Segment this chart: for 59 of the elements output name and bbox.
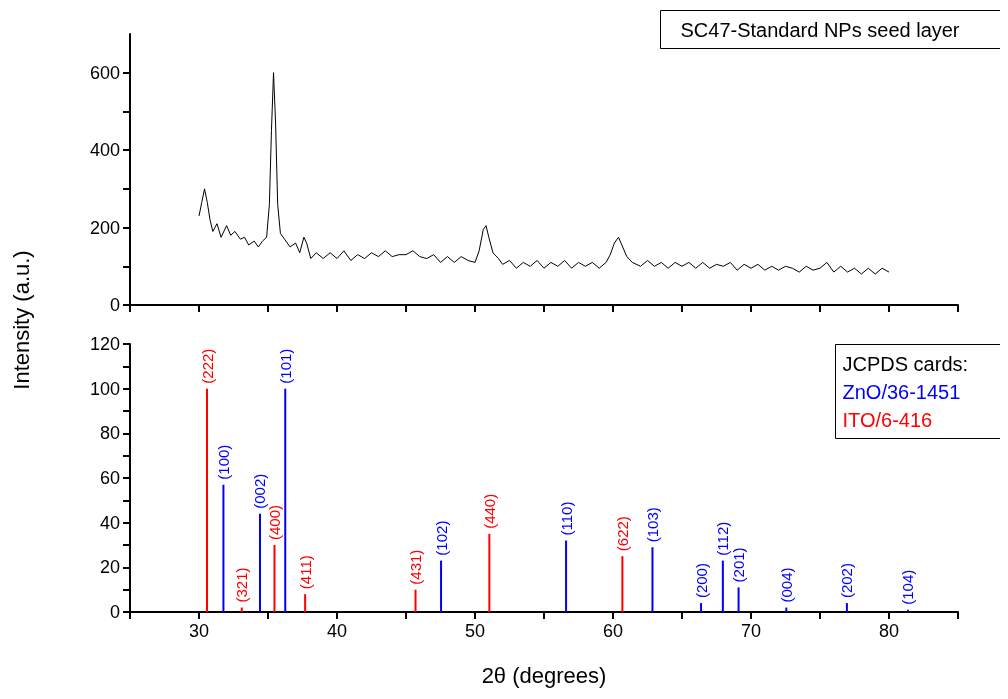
annotation: (101): [276, 348, 294, 384]
bar: [206, 388, 208, 612]
bar: [845, 603, 848, 612]
y-tick-label: 60: [99, 468, 120, 488]
annotation: (440): [480, 493, 498, 529]
x-tick-label: 50: [464, 621, 486, 641]
annotation: (222): [198, 348, 216, 384]
bar: [259, 513, 261, 612]
x-tick-label: 30: [188, 621, 210, 641]
annotation: (100): [214, 444, 232, 480]
legend-title: JCPDS cards:: [842, 352, 969, 375]
text: ZnO/36-1451: [842, 380, 961, 403]
bar: [737, 587, 740, 612]
annotation: (622): [613, 516, 631, 552]
bar: [222, 484, 225, 612]
bar: [621, 556, 624, 612]
bar: [273, 545, 276, 612]
text: ITO/6-416: [842, 408, 933, 431]
y-tick-label: 40: [99, 512, 120, 533]
text: SC47-Standard NPs seed layer: [680, 18, 960, 41]
x-tick-label: 40: [326, 621, 348, 641]
annotation: (321): [233, 567, 251, 603]
y-tick-label: 20: [99, 557, 120, 578]
x-tick-label: 60: [602, 621, 624, 641]
y-tick-label: 120: [89, 334, 120, 354]
annotation: (002): [251, 473, 269, 509]
x-tick-label: 80: [878, 621, 900, 641]
y-tick-label: 100: [89, 378, 120, 399]
annotation: (202): [838, 563, 856, 599]
annotation: (201): [730, 547, 748, 583]
bar: [565, 540, 568, 612]
y-tick-label: 600: [89, 62, 120, 83]
bar: [488, 533, 491, 612]
annotation: (112): [714, 521, 732, 556]
x-tick-label: 70: [740, 621, 762, 641]
bar: [304, 594, 307, 612]
annotation: (110): [557, 501, 575, 536]
annotation: (102): [432, 520, 450, 556]
annotation: (104): [899, 569, 917, 605]
y-tick-label: 400: [89, 140, 120, 161]
annotation: (103): [643, 507, 661, 543]
y-axis-title: Intensity (a.u.): [9, 250, 35, 390]
y-tick-label: 0: [109, 295, 120, 315]
bar: [651, 547, 654, 612]
y-tick-label: 0: [109, 602, 120, 622]
annotation: (004): [777, 567, 795, 603]
bar: [440, 560, 443, 612]
line-series: [198, 72, 890, 275]
x-axis-title: 2θ (degrees): [481, 662, 607, 688]
bar: [700, 603, 703, 612]
bar: [284, 388, 287, 612]
bar: [906, 609, 909, 612]
annotation: (200): [692, 563, 710, 599]
y-tick-label: 200: [89, 217, 120, 238]
annotation: (411): [296, 555, 314, 590]
bar: [414, 589, 417, 612]
bar: [721, 560, 724, 612]
annotation: (431): [407, 549, 425, 585]
y-tick-label: 80: [99, 423, 120, 444]
